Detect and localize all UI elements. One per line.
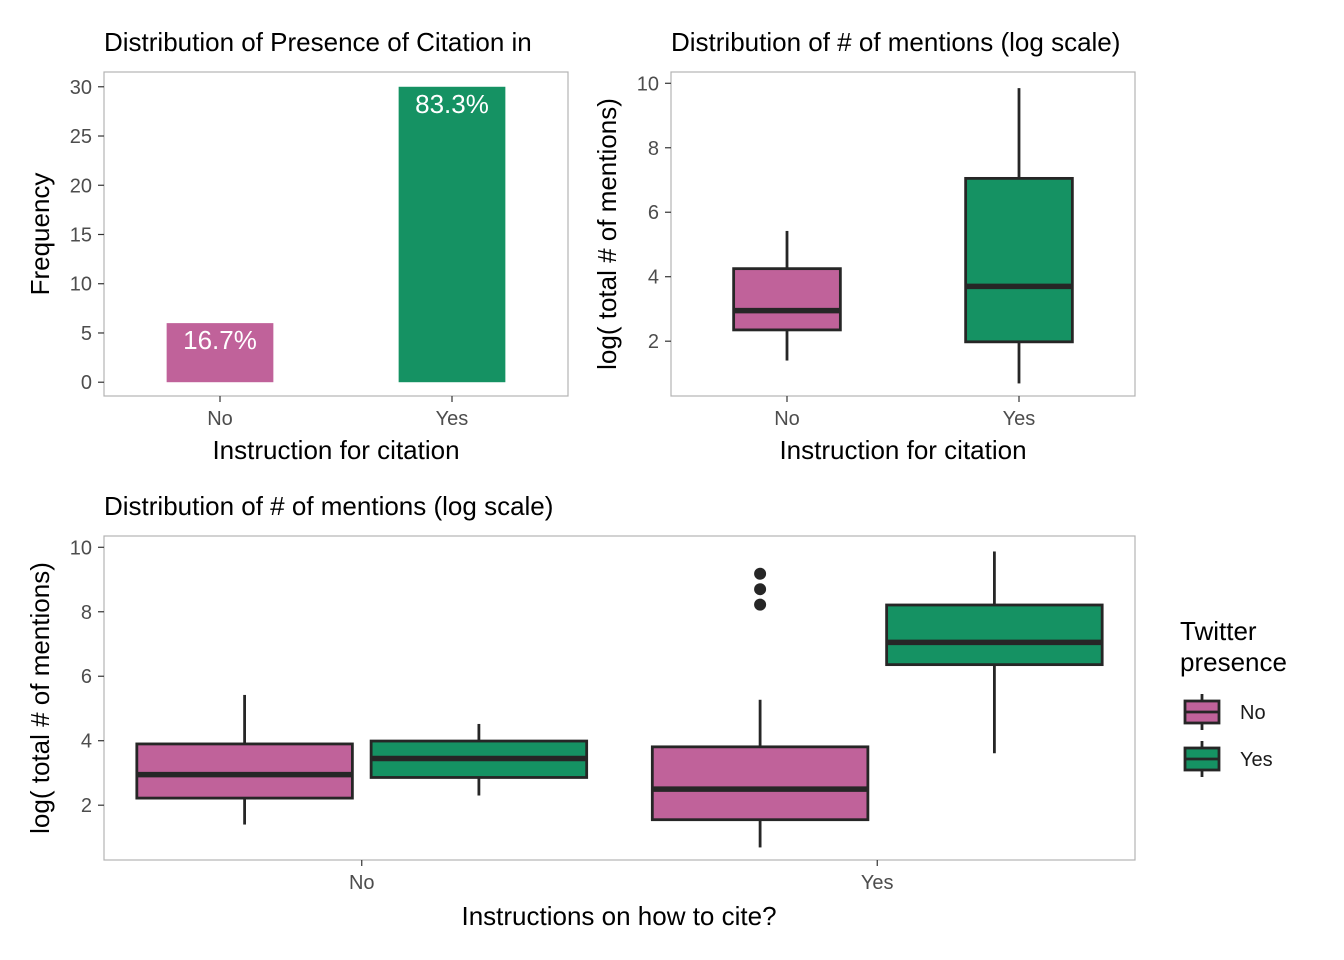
bar-chart-panel: Distribution of Presence of Citation in … [25, 27, 569, 465]
panel-a-marks: 16.7% 83.3% [166, 86, 506, 383]
legend-title-line-1: Twitter [1180, 616, 1257, 646]
boxplot-panel-bottom: Distribution of # of mentions (log scale… [25, 491, 1136, 931]
y-tick-label: 5 [81, 323, 92, 345]
y-tick-label: 20 [70, 175, 92, 197]
y-tick-label: 10 [70, 537, 92, 559]
outlier-point [754, 567, 767, 580]
y-tick-label: 8 [81, 602, 92, 624]
x-tick-label: Yes [861, 872, 894, 894]
y-tick-label: 15 [70, 224, 92, 246]
outlier-point [754, 598, 767, 611]
x-tick-label: Yes [436, 408, 469, 430]
panel-c-title: Distribution of # of mentions (log scale… [104, 491, 553, 521]
panel-b-border [670, 71, 1136, 397]
bar-data-label: 16.7% [183, 325, 257, 355]
x-tick-label: No [207, 408, 233, 430]
y-tick-label: 4 [648, 267, 659, 289]
legend-key-yes [1183, 741, 1221, 777]
x-tick-label: Yes [1003, 408, 1036, 430]
y-tick-label: 6 [648, 202, 659, 224]
panel-b-marks [732, 88, 1074, 384]
x-tick-label: No [349, 872, 375, 894]
panel-b-y-ticks: 2 4 6 8 10 [637, 73, 671, 353]
panel-b-y-axis-title: log( total # of mentions) [592, 98, 622, 370]
legend-label: Yes [1240, 749, 1273, 771]
panel-c-y-ticks: 2 4 6 8 10 [70, 537, 104, 817]
legend-entries: No Yes [1183, 694, 1273, 777]
panel-a-y-ticks: 0 5 10 15 20 25 30 [70, 77, 104, 394]
panel-c-x-ticks: No Yes [349, 860, 894, 894]
box [964, 176, 1074, 344]
legend-label: No [1240, 702, 1266, 724]
boxplot-panel-top: Distribution of # of mentions (log scale… [592, 27, 1136, 465]
y-tick-label: 10 [637, 73, 659, 95]
panel-b-title: Distribution of # of mentions (log scale… [671, 27, 1120, 57]
legend-title-line-2: presence [1180, 647, 1287, 677]
y-tick-label: 30 [70, 77, 92, 99]
legend-key-no [1183, 694, 1221, 730]
y-tick-label: 4 [81, 731, 92, 753]
panel-c-border [103, 535, 1136, 861]
bar-data-label: 83.3% [415, 89, 489, 119]
box [885, 603, 1104, 667]
panel-a-title: Distribution of Presence of Citation in [104, 27, 532, 57]
y-tick-label: 2 [648, 331, 659, 353]
panel-c-marks [135, 551, 1104, 848]
box [732, 267, 842, 332]
y-tick-label: 0 [81, 372, 92, 394]
box [650, 745, 870, 822]
y-tick-label: 25 [70, 126, 92, 148]
y-tick-label: 10 [70, 274, 92, 296]
panel-b-x-axis-title: Instruction for citation [779, 435, 1026, 465]
x-tick-label: No [774, 408, 800, 430]
legend: Twitter presence No Yes [1180, 616, 1287, 777]
y-tick-label: 8 [648, 138, 659, 160]
panel-c-y-axis-title: log( total # of mentions) [25, 562, 55, 834]
bar [398, 86, 506, 383]
panel-a-x-ticks: No Yes [207, 396, 468, 430]
panel-c-x-axis-title: Instructions on how to cite? [461, 901, 776, 931]
panel-b-x-ticks: No Yes [774, 396, 1035, 430]
panel-a-x-axis-title: Instruction for citation [212, 435, 459, 465]
box [135, 742, 354, 800]
y-tick-label: 6 [81, 666, 92, 688]
y-tick-label: 2 [81, 795, 92, 817]
panel-a-y-axis-title: Frequency [25, 173, 55, 296]
bar [166, 323, 274, 383]
outlier-point [754, 583, 767, 596]
